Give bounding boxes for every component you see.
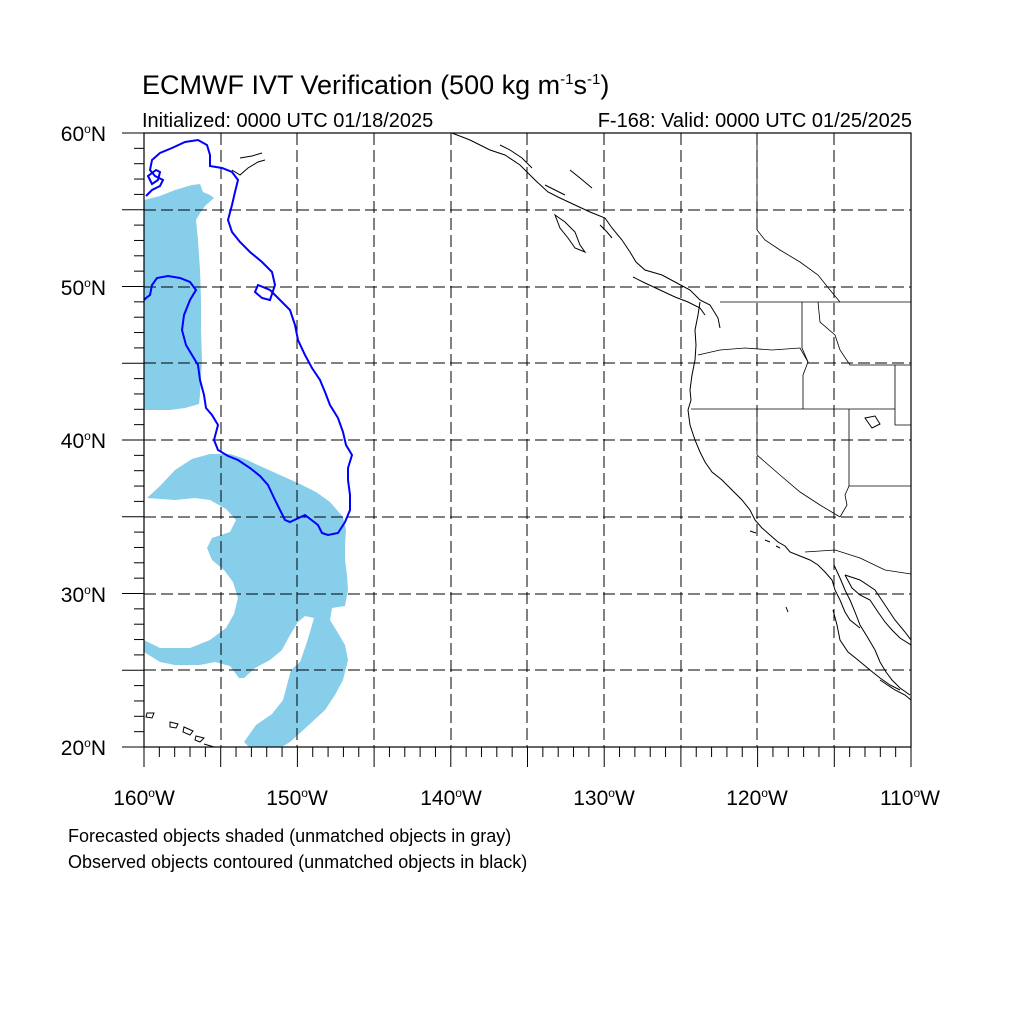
lon-label-130: 130oW [573,786,635,810]
lon-label-120: 120oW [726,786,788,810]
forecast-object-south [144,454,348,747]
chart-title: ECMWF IVT Verification (500 kg m-1s-1) [142,70,610,100]
axis-ticks [122,132,912,767]
forecast-object-north [144,184,214,410]
lat-label-50: 50oN [60,276,106,300]
lat-label-40: 40oN [60,429,106,453]
valid-time: F-168: Valid: 0000 UTC 01/25/2025 [597,110,912,132]
observed-objects [144,138,354,537]
initialized-time: Initialized: 0000 UTC 01/18/2025 [142,110,434,132]
lon-label-150: 150oW [266,786,328,810]
lat-label-20: 20oN [60,736,106,760]
lat-label-30: 30oN [60,583,106,607]
lon-label-110: 110oW [880,786,940,810]
observed-object-contour-inner [146,168,162,186]
legend-observed-note: Observed objects contoured (unmatched ob… [68,852,528,872]
observed-object-contour [144,138,354,537]
lon-label-140: 140oW [420,786,482,810]
coastlines [145,133,911,747]
lon-label-160: 160oW [113,786,175,810]
lat-label-60: 60oN [60,122,106,146]
legend-forecast-note: Forecasted objects shaded (unmatched obj… [68,826,512,846]
political-borders [691,133,911,575]
